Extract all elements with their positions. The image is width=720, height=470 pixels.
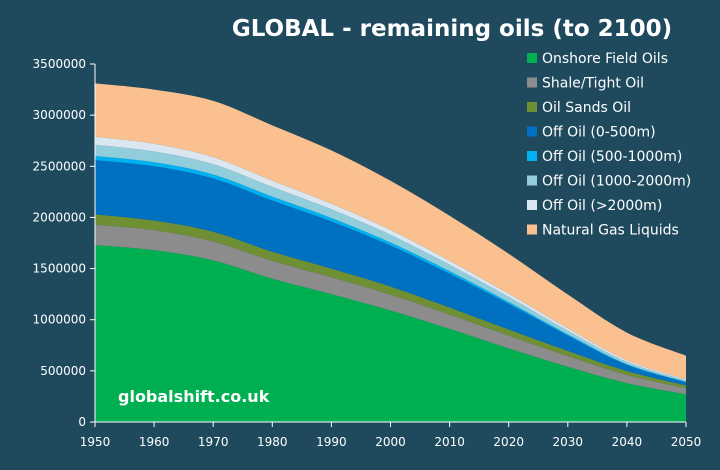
legend-label-off-oil-1000-2000m: Off Oil (1000-2000m) (542, 174, 691, 190)
x-tick-label: 1960 (139, 435, 170, 449)
x-tick-labels: 1950 1960 1970 1980 1990 2000 2010 2020 2030 2040… (80, 422, 702, 449)
x-tick-label: 2020 (493, 435, 524, 449)
y-tick-label: 2500000 (33, 159, 86, 173)
x-tick-label: 1950 (80, 435, 111, 449)
legend-label-off-oil-500-1000m: Off Oil (500-1000m) (542, 149, 682, 165)
area-oil-sands-oil (95, 214, 686, 389)
x-tick-label: 1990 (316, 435, 347, 449)
x-tick-label: 2030 (553, 435, 584, 449)
area-shale-tight-oil (95, 224, 686, 395)
legend-label-off-oil-2000m: Off Oil (>2000m) (542, 198, 662, 214)
y-tick-label: 3500000 (33, 57, 86, 71)
area-onshore-field-oils (95, 245, 686, 422)
chart-title: GLOBAL - remaining oils (to 2100) (232, 16, 672, 42)
legend-swatch-off-oil-1000-2000m (527, 175, 537, 186)
area-natural-gas-liquids (95, 83, 686, 380)
legend-swatch-oil-sands-oil (527, 102, 537, 112)
x-tick-label: 2000 (375, 435, 406, 449)
area-series-group (95, 83, 686, 422)
legend-swatch-off-oil-0-500m (527, 126, 537, 137)
x-tick-label: 1980 (257, 435, 288, 449)
y-tick-label: 3000000 (33, 108, 86, 122)
y-tick-label: 1000000 (33, 313, 86, 327)
y-tick-label: 1500000 (33, 262, 86, 276)
legend-label-off-oil-0-500m: Off Oil (0-500m) (542, 125, 656, 141)
legend-label-oil-sands-oil: Oil Sands Oil (542, 100, 631, 116)
legend-label-onshore-field-oils: Onshore Field Oils (542, 51, 668, 67)
y-tick-labels: 0 500000 1000000 1500000 2000000 2500000 30000… (33, 57, 95, 429)
x-tick-label: 2050 (671, 435, 702, 449)
legend: Onshore Field Oils Shale/Tight Oil Oil San… (527, 51, 691, 239)
legend-swatch-off-oil-2000m (527, 200, 537, 210)
legend-label-natural-gas-liquids: Natural Gas Liquids (542, 223, 679, 239)
x-tick-label: 1970 (198, 435, 229, 449)
y-tick-label: 0 (78, 415, 86, 429)
area-off-oil-0-500m (95, 160, 686, 386)
x-tick-label: 2010 (434, 435, 465, 449)
legend-swatch-shale-tight-oil (527, 77, 537, 88)
watermark-text: globalshift.co.uk (118, 387, 270, 406)
y-tick-label: 2000000 (33, 210, 86, 224)
x-tick-label: 2040 (612, 435, 643, 449)
legend-swatch-natural-gas-liquids (527, 224, 537, 235)
legend-swatch-onshore-field-oils (527, 53, 537, 63)
y-tick-label: 500000 (40, 364, 86, 378)
legend-swatch-off-oil-500-1000m (527, 151, 537, 161)
legend-label-shale-tight-oil: Shale/Tight Oil (542, 76, 644, 92)
